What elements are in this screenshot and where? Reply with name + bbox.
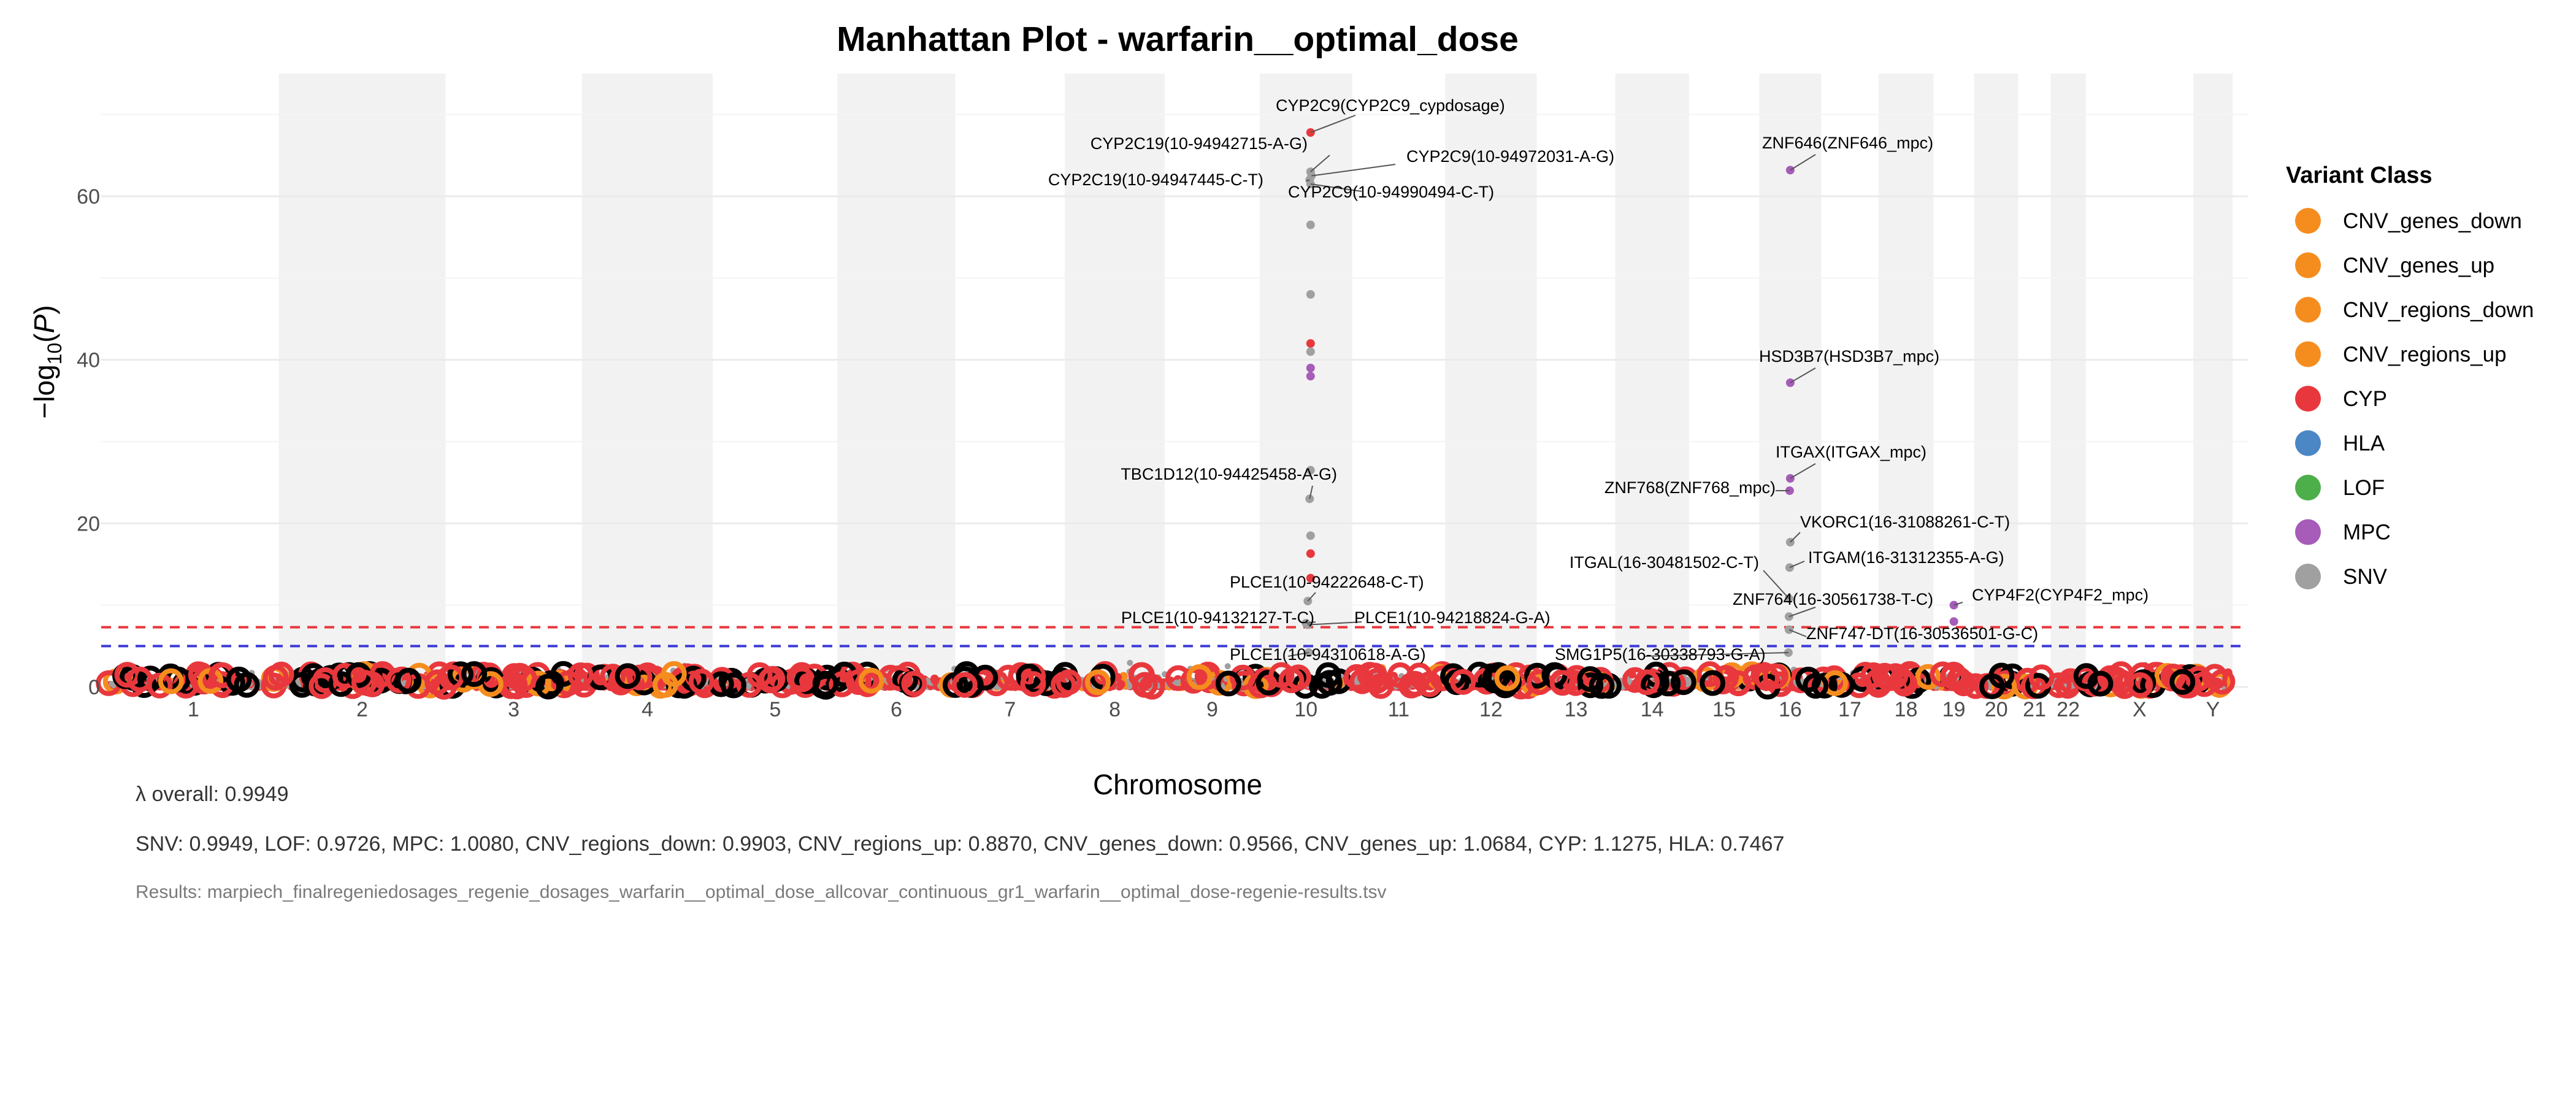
- threshold-lines: [101, 626, 2248, 648]
- band-chr6: [837, 74, 956, 687]
- band-chr10: [1260, 74, 1352, 687]
- background-point: [1127, 659, 1133, 666]
- chart-title: Manhattan Plot - warfarin__optimal_dose: [837, 20, 1519, 59]
- background-point: [1116, 680, 1125, 689]
- background-point: [1173, 680, 1180, 686]
- chromosome-bands: [278, 74, 2233, 687]
- band-chrY: [2193, 74, 2233, 687]
- band-chr12: [1445, 74, 1537, 687]
- band-chr2: [278, 74, 446, 687]
- band-chr22: [2050, 74, 2086, 687]
- band-chr8: [1065, 74, 1165, 687]
- band-chr14: [1615, 74, 1689, 687]
- band-chr18: [1878, 74, 1934, 687]
- band-chr4: [581, 74, 713, 687]
- background-point: [1224, 663, 1231, 670]
- band-chr20: [1974, 74, 2018, 687]
